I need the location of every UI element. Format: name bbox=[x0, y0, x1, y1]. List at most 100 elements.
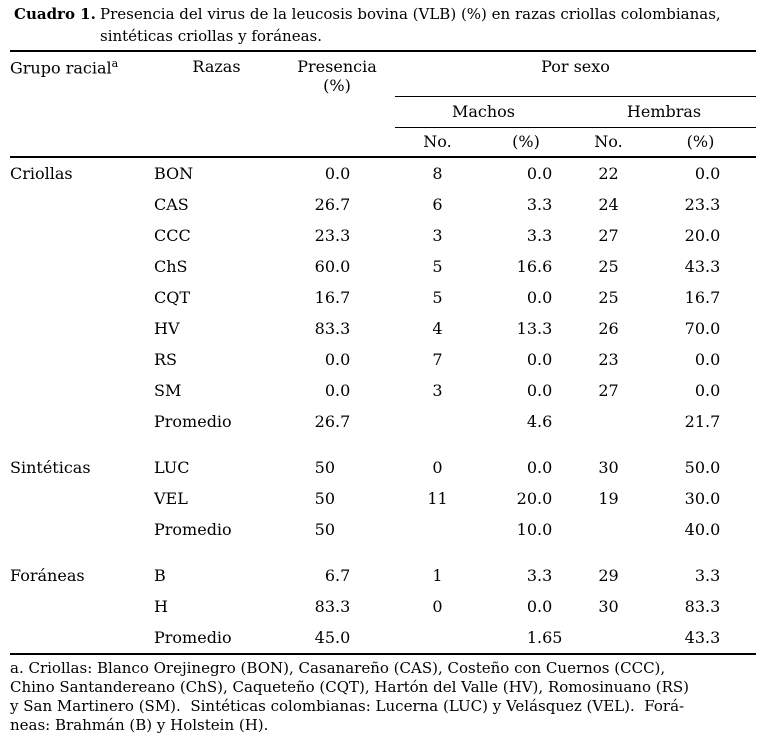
cell-machos-no: 5 bbox=[432, 288, 443, 307]
cell-hembras-pct-frac: .0 bbox=[705, 226, 721, 245]
cell-hembras-pct-int: 23 bbox=[684, 195, 705, 214]
cell-machos-pct-frac: .0 bbox=[537, 597, 553, 616]
table-row: VEL 50 11 20.0 19 30.0 bbox=[10, 483, 756, 514]
cell-machos-pct-int: 0 bbox=[526, 288, 537, 307]
cell-machos-no: 5 bbox=[432, 257, 443, 276]
cell-hembras-no: 30 bbox=[598, 458, 619, 477]
cell-hembras-pct-int: 50 bbox=[684, 458, 705, 477]
header-presencia: Presencia (%) bbox=[279, 51, 395, 158]
cell-hembras-no bbox=[572, 406, 645, 437]
cell-raza: RS bbox=[154, 350, 178, 369]
cell-raza: CQT bbox=[154, 288, 191, 307]
cell-presencia-pct: 23.3 bbox=[279, 220, 395, 251]
cell-presencia-pct-frac: .0 bbox=[335, 164, 351, 183]
cell-machos-pct-frac: .0 bbox=[537, 350, 553, 369]
header-row-3: No. (%) No. (%) bbox=[10, 127, 757, 158]
table-row: Promedio 45.0 1.65 43.3 bbox=[10, 622, 756, 654]
cell-presencia-pct-frac: .3 bbox=[335, 226, 351, 245]
cell-raza: CAS bbox=[154, 195, 189, 214]
header-row-1: Grupo raciala Razas Presencia (%) Por se… bbox=[10, 51, 757, 158]
cell-presencia-pct-int: 83 bbox=[314, 319, 335, 338]
cell-machos-pct-int: 4 bbox=[526, 412, 537, 431]
cell-raza: Promedio bbox=[154, 520, 232, 539]
cell-raza: HV bbox=[154, 319, 180, 338]
footnote-line-2: Chino Santandereano (ChS), Caqueteño (CQ… bbox=[10, 678, 690, 696]
cell-raza: VEL bbox=[154, 489, 188, 508]
cell-machos-pct-int: 1 bbox=[526, 628, 537, 647]
cell-machos-no bbox=[395, 622, 480, 654]
header-por-sexo: Por sexo bbox=[395, 51, 757, 97]
cell-hembras-pct-frac: .7 bbox=[705, 412, 721, 431]
cell-grupo-racial bbox=[10, 483, 154, 514]
cell-hembras-pct-int: 40 bbox=[684, 520, 705, 539]
cell-hembras-pct: 43.3 bbox=[645, 622, 756, 654]
cell-presencia-pct-frac: .0 bbox=[335, 257, 351, 276]
cell-hembras-pct-frac: .3 bbox=[705, 195, 721, 214]
cell-hembras-pct-frac: .0 bbox=[705, 319, 721, 338]
cell-presencia-pct: 0.0 bbox=[279, 344, 395, 375]
cell-presencia-pct-frac: .0 bbox=[335, 350, 351, 369]
table-row: Criollas BON 0.0 8 0.0 22 0.0 bbox=[10, 157, 756, 189]
cell-machos-no: 4 bbox=[432, 319, 443, 338]
cell-presencia-pct: 50 bbox=[279, 483, 395, 514]
cell-presencia-pct: 60.0 bbox=[279, 251, 395, 282]
cell-presencia-pct-frac: .0 bbox=[335, 628, 351, 647]
cell-presencia-pct-int: 26 bbox=[314, 195, 335, 214]
spacer-cell bbox=[10, 545, 756, 560]
cell-machos-pct: 3.3 bbox=[480, 560, 572, 591]
caption-line-2: sintéticas criollas y foráneas. bbox=[100, 27, 322, 45]
cell-machos-pct-int: 0 bbox=[526, 350, 537, 369]
cell-machos-no bbox=[395, 406, 480, 437]
cell-hembras-pct-int: 21 bbox=[684, 412, 705, 431]
cell-hembras-pct: 83.3 bbox=[645, 591, 756, 622]
cell-presencia-pct-int: 26 bbox=[314, 412, 335, 431]
cell-hembras-pct-int: 70 bbox=[684, 319, 705, 338]
cell-machos-pct: 0.0 bbox=[480, 591, 572, 622]
cell-machos-pct: 10.0 bbox=[480, 514, 572, 545]
group-spacer bbox=[10, 437, 756, 452]
cell-presencia-pct-frac: .7 bbox=[335, 288, 351, 307]
cell-presencia-pct-int: 16 bbox=[314, 288, 335, 307]
cell-presencia-pct: 26.7 bbox=[279, 189, 395, 220]
cell-machos-pct-frac: .3 bbox=[537, 566, 553, 585]
cell-presencia-pct: 16.7 bbox=[279, 282, 395, 313]
cell-grupo-racial: Foráneas bbox=[10, 566, 85, 585]
cell-presencia-pct-frac: .3 bbox=[335, 597, 351, 616]
cell-hembras-no bbox=[572, 622, 645, 654]
cell-presencia-pct: 83.3 bbox=[279, 591, 395, 622]
table-row: RS 0.0 7 0.0 23 0.0 bbox=[10, 344, 756, 375]
cell-machos-pct: 13.3 bbox=[480, 313, 572, 344]
header-presencia-line1: Presencia bbox=[297, 57, 377, 76]
cell-grupo-racial bbox=[10, 375, 154, 406]
header-presencia-line2: (%) bbox=[323, 76, 351, 95]
spacer-cell bbox=[10, 437, 756, 452]
cell-hembras-pct: 0.0 bbox=[645, 157, 756, 189]
header-hembras-no: No. bbox=[572, 127, 645, 158]
cell-hembras-no: 29 bbox=[598, 566, 619, 585]
cell-hembras-no: 25 bbox=[598, 288, 619, 307]
cell-hembras-pct: 43.3 bbox=[645, 251, 756, 282]
cell-machos-pct-int: 3 bbox=[526, 566, 537, 585]
table-row: H 83.3 0 0.0 30 83.3 bbox=[10, 591, 756, 622]
cell-machos-pct-int: 3 bbox=[526, 226, 537, 245]
table-footnote: a. Criollas: Blanco Orejinegro (BON), Ca… bbox=[10, 659, 759, 735]
cell-presencia-pct-int: 60 bbox=[314, 257, 335, 276]
cell-machos-pct-int: 3 bbox=[526, 195, 537, 214]
header-grupo-racial: Grupo raciala bbox=[10, 51, 154, 158]
cell-hembras-no bbox=[572, 514, 645, 545]
cell-grupo-racial bbox=[10, 514, 154, 545]
cell-presencia-pct-frac: .3 bbox=[335, 319, 351, 338]
cell-hembras-pct-int: 0 bbox=[694, 350, 705, 369]
cell-hembras-pct: 16.7 bbox=[645, 282, 756, 313]
table-header: Grupo raciala Razas Presencia (%) Por se… bbox=[10, 51, 757, 158]
cell-raza: LUC bbox=[154, 458, 190, 477]
cell-machos-no: 1 bbox=[432, 566, 443, 585]
header-razas: Razas bbox=[154, 51, 279, 158]
cell-presencia-pct-int: 6 bbox=[324, 566, 335, 585]
group-spacer bbox=[10, 545, 756, 560]
header-hembras: Hembras bbox=[572, 96, 757, 128]
table-row: Foráneas B 6.7 1 3.3 29 3.3 bbox=[10, 560, 756, 591]
cell-hembras-pct-int: 43 bbox=[684, 257, 705, 276]
header-machos-pct: (%) bbox=[480, 127, 572, 158]
